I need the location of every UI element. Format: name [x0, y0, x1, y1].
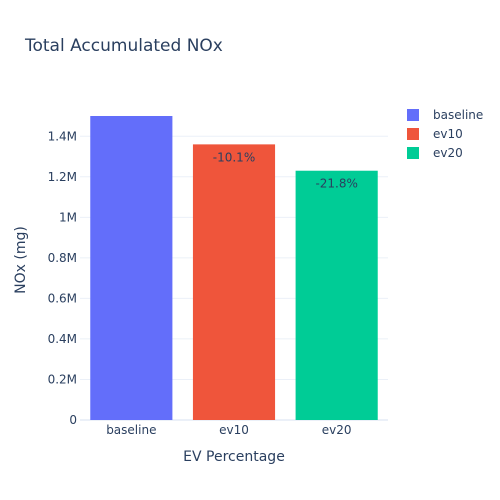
y-tick-label: 1.2M	[48, 170, 77, 184]
x-tick-label: ev20	[322, 423, 352, 437]
x-tick-label: baseline	[106, 423, 156, 437]
chart-title: Total Accumulated NOx	[24, 36, 223, 56]
bar-layer: -10.1% -21.8%	[90, 115, 378, 420]
y-tick-label: 1M	[59, 210, 77, 224]
legend-item-ev20[interactable]: ev20	[407, 146, 463, 160]
y-axis-title: NOx (mg)	[13, 226, 29, 294]
legend-swatch	[407, 109, 419, 121]
legend-swatch	[407, 147, 419, 159]
bar-baseline[interactable]	[90, 115, 173, 420]
legend-label: ev10	[433, 127, 463, 141]
legend-label: baseline	[433, 108, 483, 122]
y-tick-label: 0	[69, 413, 77, 427]
bar-ev20[interactable]	[295, 170, 378, 420]
x-axis-ticks: baseline ev10 ev20	[106, 423, 351, 437]
y-tick-label: 1.4M	[48, 129, 77, 143]
legend-label: ev20	[433, 146, 463, 160]
legend[interactable]: baseline ev10 ev20	[407, 108, 483, 160]
legend-item-baseline[interactable]: baseline	[407, 108, 483, 122]
x-tick-label: ev10	[219, 423, 249, 437]
y-tick-label: 0.6M	[48, 291, 77, 305]
y-tick-label: 0.2M	[48, 372, 77, 386]
data-label-ev20: -21.8%	[315, 177, 357, 191]
legend-item-ev10[interactable]: ev10	[407, 127, 463, 141]
bar-ev10[interactable]	[192, 144, 276, 420]
data-label-ev10: -10.1%	[213, 150, 255, 164]
x-axis-title: EV Percentage	[183, 449, 285, 465]
y-tick-label: 0.8M	[48, 251, 77, 265]
legend-swatch	[407, 128, 419, 140]
y-axis-ticks: 0 0.2M 0.4M 0.6M 0.8M 1M 1.2M 1.4M	[48, 129, 77, 427]
y-tick-label: 0.4M	[48, 332, 77, 346]
